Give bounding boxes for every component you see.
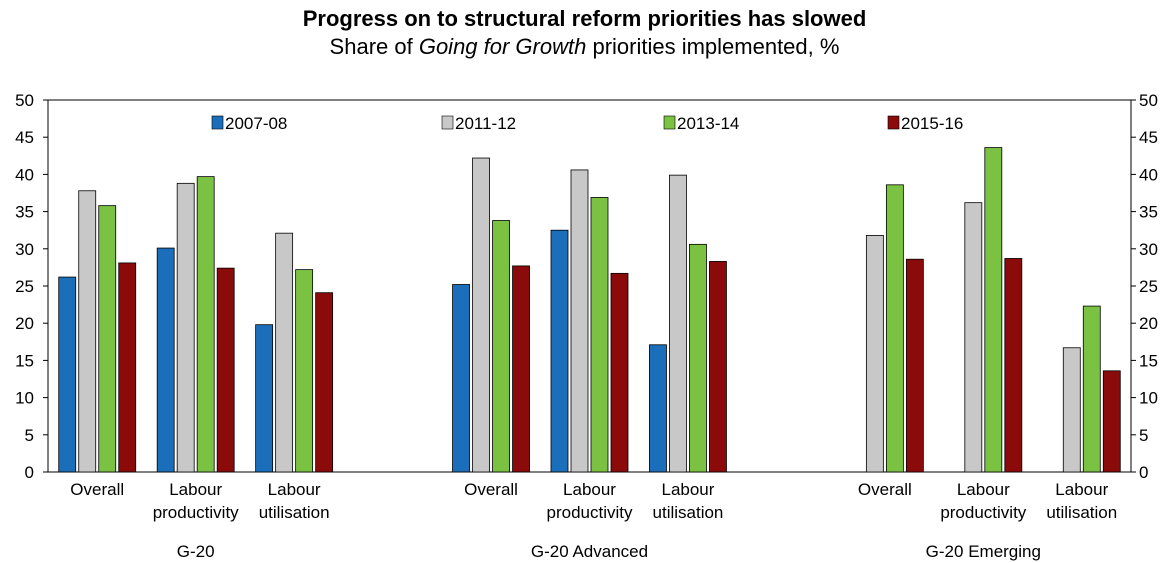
bar xyxy=(295,269,314,473)
bar xyxy=(58,276,77,473)
left-tick-label: 25 xyxy=(15,277,34,296)
bar xyxy=(118,262,137,473)
right-tick-label: 50 xyxy=(1139,91,1158,110)
axis-labels: 0 0 5 5 10 10 15 15 20 20 25 25 30 30 35 35 40 40 45 45 50 50… xyxy=(15,91,1158,561)
legend-label: 2013-14 xyxy=(677,114,739,133)
bar xyxy=(570,169,589,473)
bar xyxy=(196,176,215,473)
subtitle-part-1: Share of xyxy=(329,34,419,59)
bars xyxy=(58,147,1121,473)
bar xyxy=(315,292,334,473)
category-label: Labour xyxy=(661,480,714,499)
axes xyxy=(43,99,1136,473)
legend-swatch xyxy=(211,115,224,130)
category-label: Labour xyxy=(268,480,321,499)
left-tick-label: 20 xyxy=(15,314,34,333)
subtitle-part-3: priorities implemented, % xyxy=(586,34,840,59)
category-label: productivity xyxy=(547,503,633,522)
right-tick-label: 5 xyxy=(1139,426,1148,445)
chart-subtitle: Share of Going for Growth priorities imp… xyxy=(0,34,1169,60)
left-tick-label: 10 xyxy=(15,389,34,408)
chart-title: Progress on to structural reform priorit… xyxy=(302,6,867,31)
left-tick-label: 35 xyxy=(15,203,34,222)
category-label: productivity xyxy=(153,503,239,522)
left-tick-label: 40 xyxy=(15,165,34,184)
bar xyxy=(78,190,97,473)
category-label: utilisation xyxy=(259,503,330,522)
legend-swatch xyxy=(887,115,900,130)
bar xyxy=(1102,370,1121,473)
legend-swatch xyxy=(663,115,676,130)
bar xyxy=(669,174,687,473)
bar xyxy=(689,243,707,473)
left-tick-label: 15 xyxy=(15,351,34,370)
category-label: Labour xyxy=(169,480,222,499)
bar xyxy=(216,267,235,473)
category-label: productivity xyxy=(940,503,1026,522)
bar xyxy=(1082,305,1101,473)
category-label: utilisation xyxy=(1046,503,1117,522)
left-tick-label: 50 xyxy=(15,91,34,110)
legend-label: 2007-08 xyxy=(225,114,287,133)
bar xyxy=(709,261,727,473)
right-tick-label: 25 xyxy=(1139,277,1158,296)
bar xyxy=(905,258,924,473)
bar xyxy=(964,202,983,473)
legend-label: 2015-16 xyxy=(901,114,963,133)
left-tick-label: 5 xyxy=(25,426,34,445)
bar xyxy=(255,324,274,473)
left-tick-label: 30 xyxy=(15,240,34,259)
bar xyxy=(610,272,629,473)
bar xyxy=(275,232,294,473)
right-tick-label: 35 xyxy=(1139,203,1158,222)
bar xyxy=(984,147,1003,473)
bar xyxy=(156,247,175,473)
category-label: Labour xyxy=(1055,480,1108,499)
right-tick-label: 10 xyxy=(1139,389,1158,408)
bar xyxy=(1062,347,1081,473)
bar xyxy=(649,344,667,473)
right-tick-label: 0 xyxy=(1139,463,1148,482)
category-label: Labour xyxy=(957,480,1010,499)
bar xyxy=(512,265,530,473)
legend: 2007-08 2011-12 2013-14 2015-16 xyxy=(211,114,963,133)
group-label: G-20 xyxy=(177,542,215,561)
right-tick-label: 40 xyxy=(1139,165,1158,184)
category-label: Overall xyxy=(70,480,124,499)
bar xyxy=(885,184,904,473)
right-tick-label: 20 xyxy=(1139,314,1158,333)
right-tick-label: 15 xyxy=(1139,351,1158,370)
bar xyxy=(472,157,490,473)
bar xyxy=(1004,258,1023,473)
group-label: G-20 Advanced xyxy=(531,542,648,561)
group-label: G-20 Emerging xyxy=(926,542,1041,561)
legend-swatch xyxy=(441,115,454,130)
bar xyxy=(550,229,569,473)
subtitle-part-2: Going for Growth xyxy=(418,34,587,59)
bar xyxy=(98,205,117,473)
category-label: Overall xyxy=(464,480,518,499)
category-label: Overall xyxy=(858,480,912,499)
right-tick-label: 45 xyxy=(1139,128,1158,147)
category-label: utilisation xyxy=(653,503,724,522)
right-tick-label: 30 xyxy=(1139,240,1158,259)
bar xyxy=(590,197,609,473)
bar xyxy=(865,235,884,473)
bar xyxy=(176,182,195,473)
left-tick-label: 0 xyxy=(25,463,34,482)
bar xyxy=(492,220,510,473)
legend-label: 2011-12 xyxy=(455,114,516,133)
category-label: Labour xyxy=(563,480,616,499)
bar xyxy=(452,284,470,473)
left-tick-label: 45 xyxy=(15,128,34,147)
